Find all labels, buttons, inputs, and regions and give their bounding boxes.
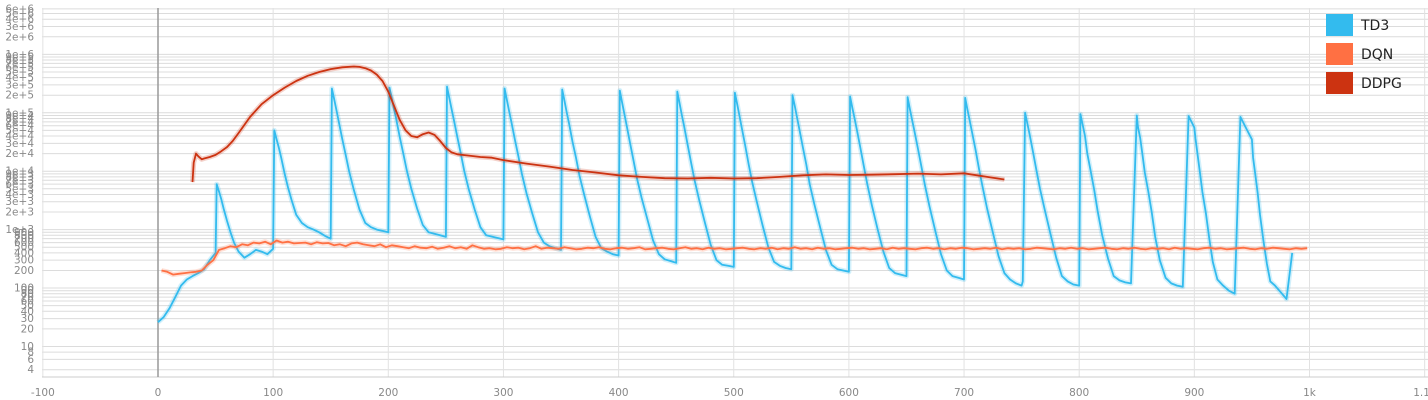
x-tick-label: 0 [155,387,162,399]
y-tick-label: 4e+4 [5,131,34,143]
y-tick-label: 300 [14,255,34,267]
y-tick-label: 7e+3 [5,175,34,187]
y-tick-label: 8 [27,347,34,359]
x-tick-label: 400 [609,387,629,399]
y-tick-label: 7e+5 [5,58,34,70]
legend-item-dqn[interactable]: DQN [1326,43,1393,65]
x-tick-label: 1.1k [1413,387,1428,399]
y-tick-label: 30 [21,313,34,325]
y-tick-label: 4 [27,364,34,376]
y-tick-label: 20 [21,323,34,335]
legend-label: DDPG [1361,76,1402,92]
legend-swatch [1326,72,1353,94]
y-tick-label: 800 [14,230,34,242]
y-tick-label: 500 [14,242,34,254]
x-tick-label: 800 [1069,387,1089,399]
y-tick-label: 70 [21,292,34,304]
x-tick-label: 200 [378,387,398,399]
y-tick-label: 4e+3 [5,189,34,201]
y-tick-label: 80 [21,288,34,300]
y-tick-label: 3e+4 [5,138,34,150]
y-tick-label: 8e+3 [5,171,34,183]
series-layer [156,64,1308,325]
y-tick-label: 3e+5 [5,79,34,91]
y-tick-label: 4e+5 [5,72,34,84]
y-tick-label: 1e+6 [5,49,34,61]
legend-swatch [1326,43,1353,65]
y-tick-label: 6e+6 [5,3,34,15]
y-tick-labels: 4681020304050607080901002003004005006007… [5,3,34,376]
y-tick-label: 700 [14,233,34,245]
y-tick-label: 600 [14,237,34,249]
y-tick-label: 60 [21,295,34,307]
y-tick-label: 9e+5 [5,52,34,64]
x-tick-label: -100 [31,387,55,399]
x-tick-label: 1k [1303,387,1317,399]
y-tick-label: 5e+6 [5,8,34,20]
x-tick-label: 600 [839,387,859,399]
y-tick-label: 8e+4 [5,113,34,125]
y-tick-label: 9e+3 [5,168,34,180]
y-tick-label: 6e+3 [5,179,34,191]
x-tick-label: 900 [1184,387,1204,399]
y-tick-label: 50 [21,300,34,312]
y-tick-label: 4e+6 [5,14,34,26]
legend-item-ddpg[interactable]: DDPG [1326,72,1402,94]
legend-label: TD3 [1360,18,1389,34]
y-tick-label: 6e+5 [5,62,34,74]
series-dqn-line [161,239,1308,276]
y-tick-label: 1e+4 [5,166,34,178]
y-tick-label: 400 [14,247,34,259]
y-tick-label: 900 [14,227,34,239]
legend-item-td3[interactable]: TD3 [1326,14,1389,36]
series-td3-line [157,85,1294,323]
x-tick-label: 300 [493,387,513,399]
y-tick-label: 1e+3 [5,224,34,236]
legend-label: DQN [1361,47,1393,63]
y-tick-label: 7e+4 [5,116,34,128]
x-tick-label: 500 [724,387,744,399]
y-tick-label: 6 [27,354,34,366]
x-tick-label: 700 [954,387,974,399]
y-tick-label: 8e+5 [5,55,34,67]
y-tick-label: 5e+5 [5,66,34,78]
y-tick-label: 90 [21,285,34,297]
y-tick-label: 2e+6 [5,31,34,43]
y-tick-label: 40 [21,306,34,318]
legend[interactable]: TD3 DQN DDPG [1326,14,1402,94]
y-tick-label: 100 [14,283,34,295]
y-tick-label: 1e+5 [5,107,34,119]
x-tick-label: 100 [263,387,283,399]
y-tick-label: 200 [14,265,34,277]
y-tick-label: 5e+3 [5,183,34,195]
y-tick-label: 6e+4 [5,120,34,132]
series-ddpg-line [191,65,1005,183]
y-tick-label: 2e+3 [5,207,34,219]
y-tick-label: 3e+3 [5,196,34,208]
y-tick-label: 3e+6 [5,21,34,33]
y-tick-label: 9e+4 [5,110,34,122]
y-tick-label: 2e+5 [5,90,34,102]
x-tick-labels: -100 0 100 200 300 400 500 600 700 800 900 1k 1.1k [31,387,1428,399]
y-tick-label: 5e+4 [5,125,34,137]
y-tick-label: 10 [21,341,34,353]
series-ddpg-raw-band [190,64,1005,183]
y-tick-label: 2e+4 [5,148,34,160]
legend-swatch [1326,14,1353,36]
